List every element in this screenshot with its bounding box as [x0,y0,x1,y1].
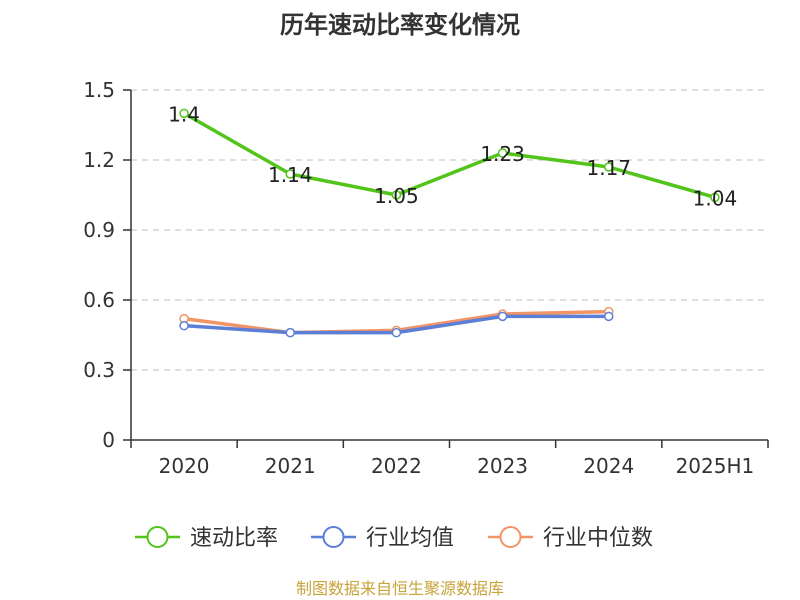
legend-marker [146,526,169,548]
series-line [182,111,717,200]
y-tick-label: 0.3 [83,358,115,382]
data-label: 1.17 [586,156,631,180]
data-point [710,192,720,203]
legend-label: 行业均值 [366,526,454,551]
y-tick-label: 0.9 [83,218,115,242]
data-label: 1.14 [268,163,313,187]
data-point [497,148,508,158]
data-label: 1.04 [693,186,738,210]
data-point [285,327,295,338]
data-labels: 1.4 1.14 1.05 1.23 1.17 1.04 [168,102,737,210]
data-point [604,162,614,172]
legend-label: 行业中位数 [543,526,653,551]
data-point [497,311,508,322]
data-point [391,190,402,200]
y-tick-label: 0.6 [83,288,115,312]
data-point [179,108,189,119]
data-label: 1.4 [168,102,200,126]
series-1 [179,311,614,338]
legend-marker [322,526,345,548]
chart-title: 历年速动比率变化情况 [280,11,520,39]
source-note: 制图数据来自恒生聚源数据库 [296,579,504,598]
legend-marker [499,526,522,548]
x-tick-label: 2020 [159,454,210,478]
data-point [179,320,189,331]
data-label: 1.05 [374,184,419,208]
axes: 0 0.3 0.6 0.9 1.2 1.5 2020 2021 2022 2023 2024 2025… [83,78,769,478]
y-tick-label: 1.5 [83,78,115,102]
legend: 速动比率 行业均值 行业中位数 [135,526,653,551]
data-point [285,169,295,179]
x-tick-label: 2024 [583,454,634,478]
data-point [391,327,402,338]
data-point [604,311,614,322]
x-tick-label: 2023 [477,454,528,478]
data-label: 1.23 [480,142,525,166]
series-layer [179,108,720,338]
y-tick-label: 1.2 [83,148,115,172]
x-tick-label: 2022 [371,454,422,478]
legend-label: 速动比率 [190,526,278,551]
x-tick-label: 2021 [265,454,316,478]
y-tick-label: 0 [102,428,115,452]
grid [131,89,768,371]
series-0 [179,108,720,203]
x-tick-label: 2025H1 [676,454,755,478]
